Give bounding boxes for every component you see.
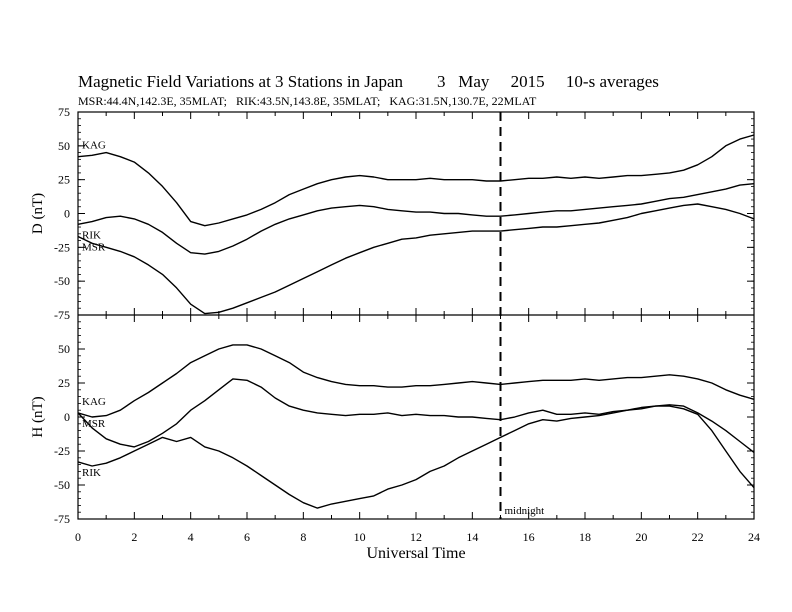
x-tick-label: 8 [300,530,306,544]
x-axis-label: Universal Time [366,545,465,562]
x-tick-label: 6 [244,530,250,544]
y-tick-label: -25 [54,444,70,458]
series-line-rik-top [77,183,755,255]
y-tick-label: -75 [54,512,70,526]
midnight-label: midnight [505,505,545,517]
x-tick-label: 4 [188,530,194,544]
series-label-msr: MSR [82,418,106,430]
chart-subtitle: MSR:44.4N,142.3E, 35MLAT; RIK:43.5N,143.… [78,94,537,108]
y-tick-label: 25 [58,173,70,187]
x-tick-label: 0 [75,530,81,544]
y-tick-label: 75 [58,105,70,119]
x-tick-label: 20 [635,530,647,544]
x-tick-label: 16 [523,530,535,544]
x-tick-label: 12 [410,530,422,544]
series-label-rik: RIK [82,467,101,479]
series-label-kag: KAG [82,140,106,152]
x-tick-label: 18 [579,530,591,544]
y-tick-label: 25 [58,376,70,390]
y-tick-label: -50 [54,478,70,492]
x-tick-label: 2 [131,530,137,544]
y-tick-label: 0 [64,207,70,221]
x-tick-label: 24 [748,530,760,544]
y-axis-label: D (nT) [30,193,46,234]
series-layer [77,112,755,519]
y-axis-label: H (nT) [30,396,46,437]
series-line-rik-bottom [77,405,755,509]
y-tick-label: 0 [64,410,70,424]
x-tick-label: 14 [466,530,478,544]
series-label-kag: KAG [82,396,106,408]
chart-title: Magnetic Field Variations at 3 Stations … [78,72,659,91]
x-tick-label: 10 [354,530,366,544]
series-label-msr: MSR [82,242,106,254]
y-tick-label: -50 [54,274,70,288]
series-line-msr-bottom [77,378,755,453]
series-label-rik: RIK [82,229,101,241]
y-tick-label: -75 [54,308,70,322]
x-tick-label: 22 [692,530,704,544]
y-tick-label: 50 [58,342,70,356]
series-line-msr-top [77,203,755,315]
series-line-kag-bottom [77,344,755,418]
series-line-kag-top [77,134,755,227]
y-tick-label: 50 [58,139,70,153]
y-tick-label: -25 [54,240,70,254]
